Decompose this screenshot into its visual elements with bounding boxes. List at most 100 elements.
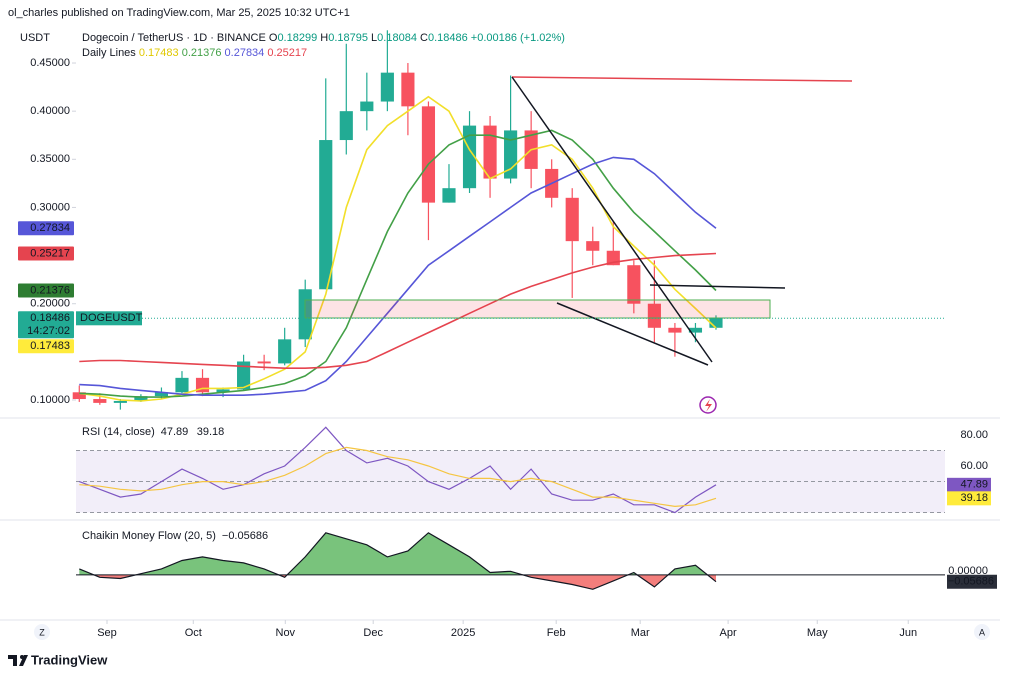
indicator-value: 47.89 <box>161 426 189 438</box>
x-tick-label: 2025 <box>451 627 475 639</box>
scale-buttons: Z A <box>34 624 990 640</box>
symbol-title: Dogecoin / TetherUS · 1D · BINANCE <box>82 32 266 44</box>
x-tick-label: May <box>807 627 828 639</box>
candle-body <box>668 327 682 333</box>
y-tick-label: 80.00 <box>960 429 988 441</box>
x-tick-label: Oct <box>185 627 202 639</box>
ohlc-value: 0.18795 <box>328 32 368 44</box>
symbol-legend: Dogecoin / TetherUS · 1D · BINANCE O0.18… <box>82 32 565 44</box>
zone <box>304 299 771 319</box>
moving-average <box>79 156 717 396</box>
cmf-line <box>79 532 717 590</box>
ma-legend-value: 0.21376 <box>182 47 222 59</box>
change: +0.00186 (+1.02%) <box>471 32 565 44</box>
currency-label: USDT <box>20 32 50 44</box>
price-label: 0.27834 <box>30 222 70 234</box>
value-tag: 39.18 <box>960 492 988 504</box>
indicator-value: −0.05686 <box>222 530 268 542</box>
value-tag: −0.05686 <box>948 576 994 588</box>
ohlc-value: 0.18299 <box>277 32 317 44</box>
y-tick-label: 0.00000 <box>948 565 988 577</box>
horizontal-line <box>649 284 786 289</box>
candle-body <box>175 377 189 393</box>
indicator-title: Chaikin Money Flow (20, 5) <box>82 530 216 542</box>
price-label-bg <box>18 221 74 236</box>
countdown: 14:27:02 <box>27 325 70 337</box>
ma-legend-value: 0.27834 <box>225 47 265 59</box>
cmf-area-negative <box>94 575 716 590</box>
value-tag-bg <box>947 574 997 589</box>
rsi-line <box>79 446 717 508</box>
price-label-bg <box>18 311 74 339</box>
scale-button-label: A <box>979 627 985 637</box>
candle-body <box>586 241 600 251</box>
candle-body <box>380 72 394 102</box>
candle-body <box>93 399 107 403</box>
ohlc-label: C <box>420 32 428 44</box>
ohlc-label: O <box>269 32 278 44</box>
x-tick-label: Mar <box>631 627 650 639</box>
ma-legend-title: Daily Lines <box>82 47 136 59</box>
candle-body <box>421 106 436 203</box>
scale-button[interactable] <box>974 624 990 640</box>
y-tick-label: 0.35000 <box>30 153 70 165</box>
ohlc-label: L <box>371 32 377 44</box>
publish-line: ol_charles published on TradingView.com,… <box>8 7 350 19</box>
candle-body <box>483 125 497 179</box>
x-tick-label: Feb <box>547 627 566 639</box>
moving-average <box>79 95 717 402</box>
candle-body <box>319 140 333 290</box>
y-tick-label: 0.45000 <box>30 57 70 69</box>
candle-body <box>647 303 661 328</box>
indicator-title: RSI (14, close) <box>82 426 155 438</box>
candle-body <box>72 392 86 400</box>
candle-body <box>134 396 148 401</box>
candle-body <box>688 327 703 333</box>
candle-body <box>113 400 127 403</box>
value-tag-bg <box>947 491 991 506</box>
price-label: 0.25217 <box>30 247 70 259</box>
candle-body <box>360 101 374 112</box>
x-tick-label: Sep <box>97 627 117 639</box>
candle-body <box>709 318 723 328</box>
candle-body <box>565 197 579 242</box>
symbol-tag: DOGEUSDT <box>80 312 143 324</box>
price-label-bg <box>18 283 74 298</box>
ma-legend-value: 0.17483 <box>139 47 179 59</box>
candle-body <box>237 361 251 390</box>
scale-button-label: Z <box>39 627 45 637</box>
user-drawings <box>304 76 853 414</box>
moving-average <box>79 252 717 369</box>
price-label: 0.17483 <box>30 340 70 352</box>
value-tag: 47.89 <box>960 479 988 491</box>
x-tick-label: Dec <box>363 627 383 639</box>
y-tick-label: 0.30000 <box>30 201 70 213</box>
value-tag-bg <box>947 477 991 492</box>
trend-line <box>511 76 713 363</box>
ohlc-value: 0.18486 <box>428 32 468 44</box>
price-label: 0.21376 <box>30 284 70 296</box>
rsi-line <box>79 426 717 514</box>
candle-body <box>401 72 415 107</box>
brand-logo-dot <box>20 655 24 659</box>
price-label-bg <box>18 246 74 261</box>
ohlc-label: H <box>320 32 328 44</box>
candle-body <box>462 125 477 189</box>
symbol-tag-bg <box>76 311 142 326</box>
candle-body <box>216 389 230 393</box>
brand-name: TradingView <box>31 652 108 667</box>
y-tick-label: 0.10000 <box>30 394 70 406</box>
indicator-value: 39.18 <box>197 426 225 438</box>
event-icon-bolt <box>705 399 712 412</box>
x-tick-label: Nov <box>276 627 296 639</box>
resistance-line <box>511 76 853 82</box>
candle-body <box>442 188 456 203</box>
trend-line <box>556 302 709 366</box>
scale-button[interactable] <box>34 624 50 640</box>
candle-body <box>257 361 271 364</box>
ma-legend-value: 0.25217 <box>267 47 307 59</box>
brand: TradingView <box>8 652 108 667</box>
candle-body <box>627 265 641 304</box>
event-icon[interactable] <box>699 396 717 414</box>
